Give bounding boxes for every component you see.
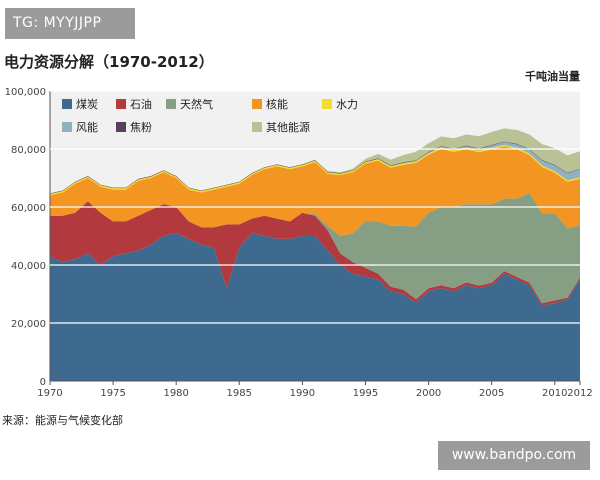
- grid-lines: [50, 90, 580, 324]
- x-tick-label: 1970: [37, 388, 62, 399]
- area-series: [50, 128, 580, 381]
- legend-swatch-coke: [116, 122, 126, 132]
- legend-swatch-wind: [62, 122, 72, 132]
- area-other: [50, 128, 580, 194]
- legend-label-nuclear: 核能: [266, 97, 288, 111]
- area-oil: [50, 201, 580, 306]
- chart-title: 电力资源分解（1970-2012）: [4, 53, 214, 71]
- x-tick-label: 2012: [567, 388, 592, 399]
- legend-swatch-nuclear: [252, 99, 262, 109]
- x-tick-label: 1975: [100, 388, 125, 399]
- x-tick-label: 1985: [227, 388, 252, 399]
- y-tick-label: 20,000: [11, 319, 46, 330]
- area-gas: [50, 192, 580, 304]
- area-coal: [50, 233, 580, 381]
- legend-label-coal: 煤炭: [76, 98, 98, 111]
- area-nuclear: [50, 146, 580, 236]
- unit-label: 千吨油当量: [525, 70, 580, 83]
- legend-label-coke: 焦粉: [130, 121, 152, 134]
- legend-label-gas: 天然气: [180, 97, 213, 111]
- legend-label-wind: 风能: [76, 120, 98, 134]
- axes: 0 20,000 40,000 60,000 80,000 100,000 1970 1975…: [5, 87, 593, 399]
- y-tick-label: 40,000: [11, 261, 46, 272]
- legend-swatch-coal: [62, 99, 72, 109]
- x-tick-label: 2010: [542, 388, 567, 399]
- legend-swatch-hydro: [322, 99, 332, 109]
- legend-swatch-oil: [116, 99, 126, 109]
- watermark-top: TG: MYYJJPP: [5, 8, 135, 39]
- x-tick-label: 1980: [163, 388, 188, 399]
- legend-label-hydro: 水力: [336, 98, 358, 111]
- watermark-bottom: www.bandpo.com: [438, 441, 590, 470]
- x-tick-label: 1990: [290, 388, 315, 399]
- y-tick-label: 100,000: [5, 87, 46, 98]
- y-tick-label: 80,000: [11, 145, 46, 156]
- y-tick-label: 60,000: [11, 203, 46, 214]
- legend-label-other: 其他能源: [266, 120, 310, 134]
- y-tick-label: 0: [40, 377, 46, 388]
- area-hydro: [50, 144, 580, 196]
- x-tick-label: 2005: [479, 388, 504, 399]
- source-note: 来源：能源与气候变化部: [2, 414, 123, 427]
- legend-swatch-other: [252, 122, 262, 132]
- legend-label-oil: 石油: [130, 97, 152, 111]
- legend-swatch-gas: [166, 99, 176, 109]
- x-tick-label: 1995: [353, 388, 378, 399]
- x-tick-label: 2000: [416, 388, 441, 399]
